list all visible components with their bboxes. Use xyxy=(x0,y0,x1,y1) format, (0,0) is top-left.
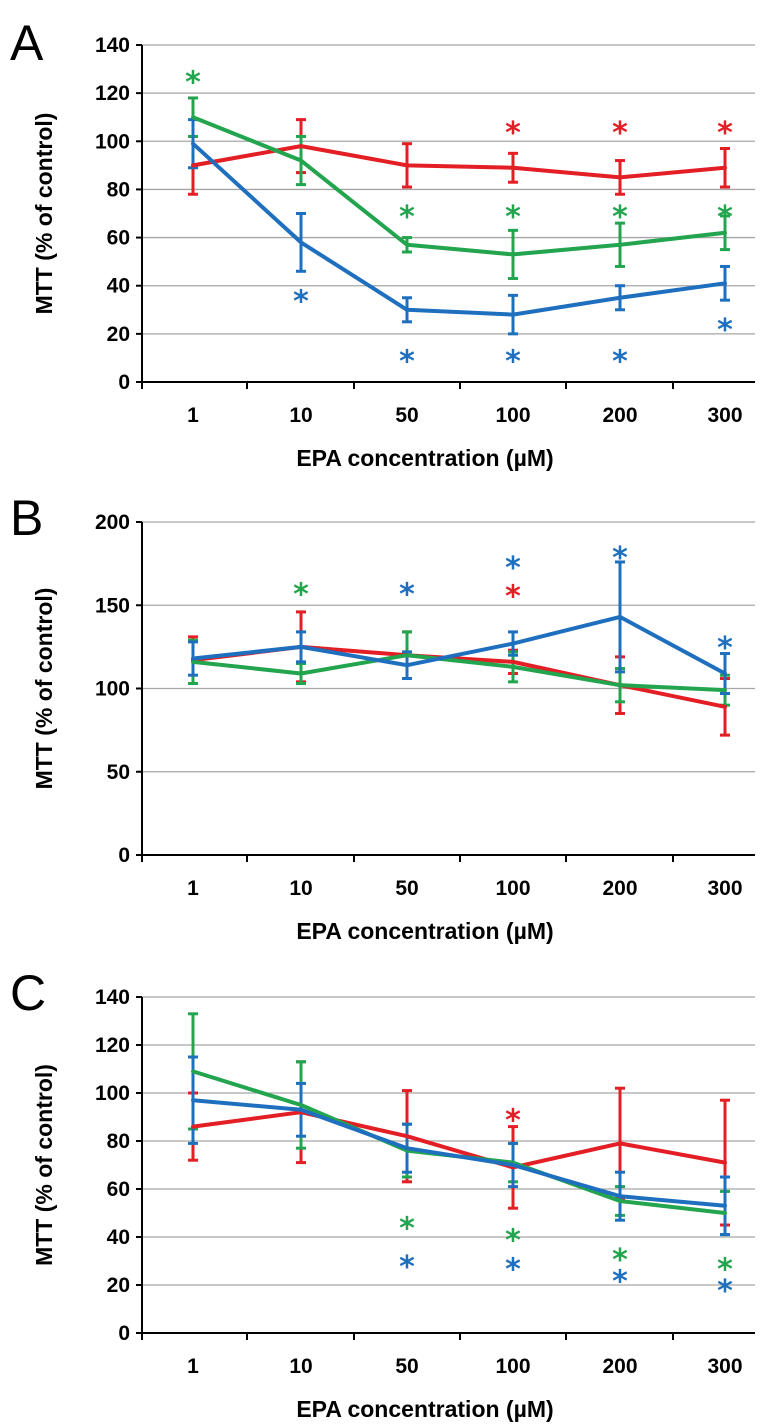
y-tick-label: 0 xyxy=(118,371,130,394)
x-tick-label: 50 xyxy=(395,404,418,427)
significance-star-blue: * xyxy=(293,284,309,319)
x-tick-label: 100 xyxy=(495,877,530,900)
y-tick-label: 40 xyxy=(107,275,130,298)
significance-star-green: * xyxy=(612,1243,628,1278)
y-tick-label: 100 xyxy=(95,678,130,701)
y-tick-label: 20 xyxy=(107,323,130,346)
x-tick-label: 200 xyxy=(602,877,637,900)
panel-letter-c: C xyxy=(10,965,46,1021)
y-axis-title: MTT (% of control) xyxy=(31,1064,57,1266)
y-tick-label: 140 xyxy=(95,986,130,1009)
x-axis-title: EPA concentration (µM) xyxy=(296,445,553,471)
significance-star-green: * xyxy=(293,578,309,613)
y-tick-label: 100 xyxy=(95,1082,130,1105)
y-tick-label: 0 xyxy=(118,1322,130,1345)
x-tick-label: 10 xyxy=(289,1355,312,1378)
x-axis-title: EPA concentration (µM) xyxy=(296,918,553,944)
significance-star-green: * xyxy=(399,1212,415,1247)
line-green xyxy=(191,653,727,693)
x-tick-label: 300 xyxy=(707,1355,742,1378)
significance-star-green: * xyxy=(717,1252,733,1287)
line-red xyxy=(191,1110,727,1170)
x-tick-label: 300 xyxy=(707,877,742,900)
x-tick-label: 50 xyxy=(395,1355,418,1378)
line-blue xyxy=(191,141,727,317)
x-tick-label: 200 xyxy=(602,404,637,427)
x-tick-label: 200 xyxy=(602,1355,637,1378)
y-tick-label: 150 xyxy=(95,594,130,617)
significance-star-red: * xyxy=(505,116,521,151)
y-tick-label: 0 xyxy=(118,844,130,867)
panel-a: A 0 20 40 60 80 100 120 140 1 10 50 100 200 300 EPA con… xyxy=(10,15,755,471)
significance-star-green: * xyxy=(717,200,733,235)
significance-star-blue: * xyxy=(717,631,733,666)
x-tick-label: 100 xyxy=(495,1355,530,1378)
series-blue xyxy=(188,1055,730,1237)
panel-c: C 0 20 40 60 80 100 120 140 1 10 50 100 200 300 EPA con… xyxy=(10,965,755,1422)
significance-star-blue: * xyxy=(505,345,521,380)
y-tick-label: 20 xyxy=(107,1274,130,1297)
y-tick-label: 80 xyxy=(107,178,130,201)
x-tick-label: 100 xyxy=(495,404,530,427)
x-tick-label: 10 xyxy=(289,877,312,900)
significance-star-green: * xyxy=(505,200,521,235)
significance-star-red: * xyxy=(717,116,733,151)
y-tick-label: 60 xyxy=(107,1178,130,1201)
y-tick-label: 200 xyxy=(95,511,130,534)
significance-star-red: * xyxy=(612,116,628,151)
significance-star-green: * xyxy=(185,65,201,100)
y-tick-label: 100 xyxy=(95,130,130,153)
significance-star-blue: * xyxy=(612,1264,628,1299)
line-red xyxy=(191,144,727,180)
x-tick-label: 10 xyxy=(289,404,312,427)
significance-star-blue: * xyxy=(612,345,628,380)
line-blue xyxy=(191,1098,727,1208)
y-axis-title: MTT (% of control) xyxy=(31,113,57,315)
significance-star-blue: * xyxy=(717,1274,733,1309)
x-axis-title: EPA concentration (µM) xyxy=(296,1396,553,1422)
y-tick-label: 120 xyxy=(95,82,130,105)
x-tick-label: 1 xyxy=(187,877,199,900)
y-tick-label: 40 xyxy=(107,1226,130,1249)
x-tick-label: 1 xyxy=(187,404,199,427)
significance-star-green: * xyxy=(505,1224,521,1259)
significance-star-blue: * xyxy=(505,551,521,586)
significance-star-blue: * xyxy=(505,1252,521,1287)
series-blue xyxy=(188,560,730,695)
panel-letter-a: A xyxy=(10,15,44,71)
x-tick-label: 300 xyxy=(707,404,742,427)
x-tick-label: 1 xyxy=(187,1355,199,1378)
y-tick-label: 120 xyxy=(95,1034,130,1057)
line-blue xyxy=(191,614,727,676)
significance-star-red: * xyxy=(505,579,521,614)
series-green xyxy=(188,1012,730,1237)
y-tick-label: 140 xyxy=(95,34,130,57)
y-axis-title: MTT (% of control) xyxy=(31,588,57,790)
significance-star-blue: * xyxy=(399,345,415,380)
y-tick-label: 50 xyxy=(107,761,130,784)
significance-star-blue: * xyxy=(612,541,628,576)
series-red xyxy=(188,118,730,196)
significance-star-blue: * xyxy=(399,1250,415,1285)
significance-star-red: * xyxy=(505,1104,521,1139)
x-tick-label: 50 xyxy=(395,877,418,900)
significance-star-blue: * xyxy=(399,578,415,613)
line-green xyxy=(191,115,727,257)
panel-letter-b: B xyxy=(10,490,43,546)
significance-star-blue: * xyxy=(717,313,733,348)
y-tick-label: 80 xyxy=(107,1130,130,1153)
y-tick-label: 60 xyxy=(107,227,130,250)
panel-b: B 0 50 100 150 200 1 10 50 100 200 300 EPA concentra… xyxy=(10,490,755,944)
significance-star-green: * xyxy=(399,200,415,235)
significance-star-green: * xyxy=(612,200,628,235)
